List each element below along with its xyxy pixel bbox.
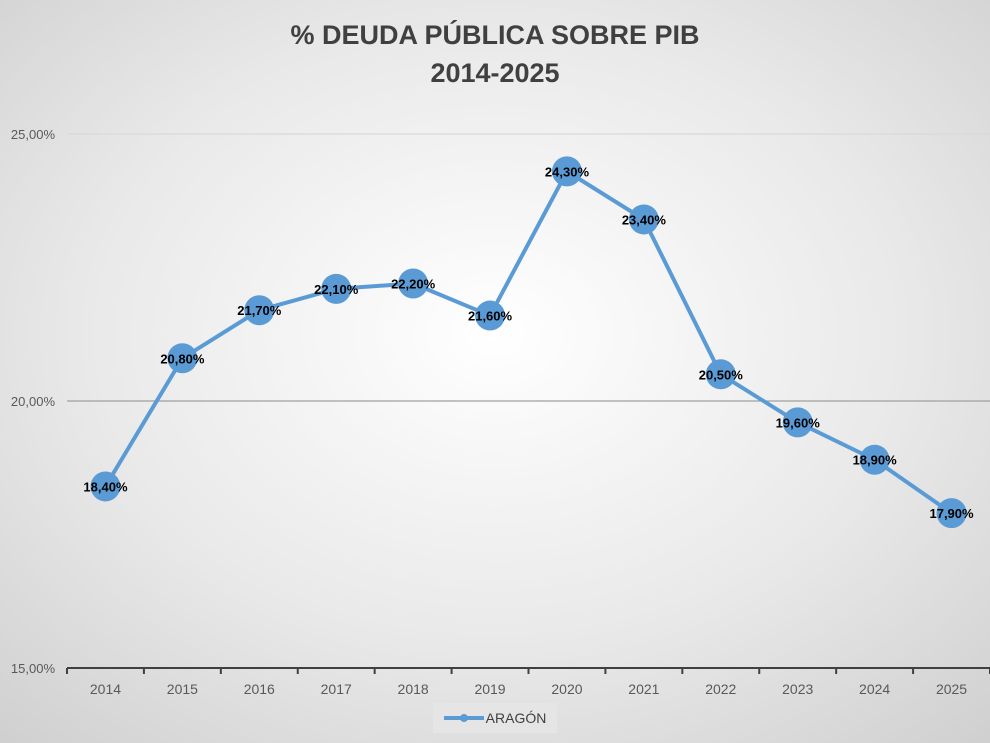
chart-title: % DEUDA PÚBLICA SOBRE PIB [290, 20, 700, 50]
data-point [475, 300, 506, 331]
data-label: 20,80% [160, 351, 205, 366]
chart-subtitle: 2014-2025 [430, 58, 560, 88]
legend-series-marker-icon [443, 714, 484, 722]
x-tick-label: 2019 [474, 681, 505, 697]
data-point [859, 444, 890, 475]
data-point [167, 343, 198, 374]
data-point [782, 407, 813, 438]
x-tick-label: 2018 [398, 681, 429, 697]
x-tick-label: 2024 [859, 681, 890, 697]
legend-label: ARAGÓN [485, 710, 547, 726]
x-tick-label: 2022 [705, 681, 736, 697]
data-point [705, 359, 736, 390]
data-label: 21,70% [237, 303, 282, 318]
data-label: 23,40% [622, 212, 667, 227]
x-tick-label: 2015 [167, 681, 198, 697]
y-tick-label: 15,00% [11, 661, 56, 676]
data-label: 20,50% [699, 367, 744, 382]
data-label: 18,90% [853, 453, 898, 468]
data-label: 22,20% [391, 277, 436, 292]
data-point [398, 268, 429, 299]
data-label: 19,60% [776, 415, 821, 430]
data-label: 22,10% [314, 282, 359, 297]
x-tick-label: 2016 [244, 681, 275, 697]
data-point [628, 204, 659, 235]
data-point [244, 295, 275, 326]
x-tick-label: 2025 [936, 681, 967, 697]
data-label: 21,60% [468, 309, 513, 324]
y-tick-label: 25,00% [11, 127, 56, 142]
x-tick-label: 2014 [90, 681, 121, 697]
series-line [103, 169, 953, 515]
x-tick-label: 2021 [628, 681, 659, 697]
y-tick-label: 20,00% [11, 394, 56, 409]
data-label: 17,90% [929, 506, 974, 521]
data-point [90, 471, 121, 502]
data-point [936, 498, 967, 529]
x-tick-label: 2020 [551, 681, 582, 697]
x-tick-label: 2017 [321, 681, 352, 697]
data-point [551, 156, 582, 187]
data-label: 24,30% [545, 164, 590, 179]
data-label: 18,40% [83, 479, 128, 494]
legend: ARAGÓN [433, 703, 557, 733]
data-point [321, 273, 352, 304]
x-tick-label: 2023 [782, 681, 813, 697]
